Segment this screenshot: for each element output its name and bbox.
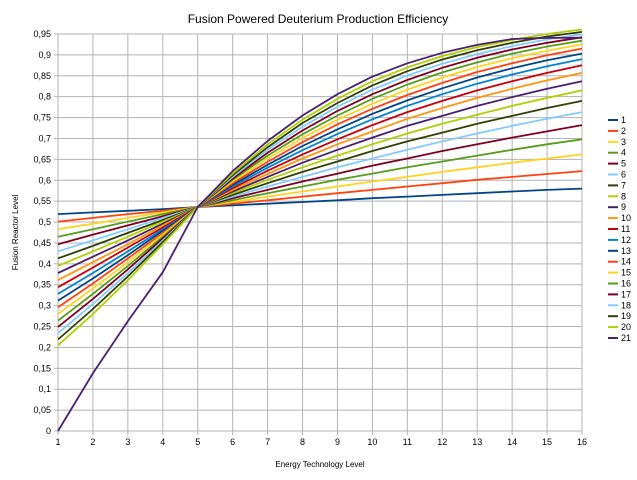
y-tick-label: 0,6 (38, 175, 51, 185)
series-line-10 (57, 72, 583, 281)
y-axis-ticks: 0 0,05 0,1 0,15 0,2 0,25 0,3 0,35 0,4 0,45 0,5 0,55… (33, 29, 58, 436)
legend-label: 8 (621, 191, 626, 201)
x-tick-label: 15 (542, 437, 552, 447)
y-axis-label: Fusion Reactor Level (11, 194, 20, 270)
series-line-3 (57, 153, 583, 231)
legend-label: 6 (621, 170, 626, 180)
y-tick-label: 0,05 (33, 405, 51, 415)
x-tick-label: 3 (125, 437, 130, 447)
series-line-11 (57, 64, 583, 288)
legend-label: 14 (621, 257, 631, 267)
y-tick-label: 0,1 (38, 384, 51, 394)
series-line-12 (57, 58, 583, 295)
y-tick-label: 0,4 (38, 259, 51, 269)
y-tick-label: 0,9 (38, 50, 51, 60)
series-line-7 (57, 100, 583, 260)
series-line-15 (57, 43, 583, 315)
legend-label: 12 (621, 235, 631, 245)
x-tick-label: 11 (403, 437, 412, 447)
x-tick-label: 2 (90, 437, 95, 447)
series-line-6 (57, 111, 583, 253)
series-line-18 (57, 33, 583, 334)
series-line-1 (57, 187, 583, 215)
series-line-2 (57, 170, 583, 223)
legend-label: 2 (621, 126, 626, 136)
series-line-16 (57, 39, 583, 322)
y-tick-label: 0,2 (38, 342, 51, 352)
legend-label: 11 (621, 224, 630, 234)
y-tick-label: 0,95 (33, 29, 51, 39)
y-tick-label: 0,55 (33, 196, 51, 206)
x-tick-label: 10 (367, 437, 377, 447)
legend-label: 17 (621, 289, 631, 299)
y-tick-label: 0,65 (33, 154, 51, 164)
x-tick-label: 6 (230, 437, 235, 447)
y-tick-label: 0,85 (33, 71, 51, 81)
y-tick-label: 0,15 (33, 363, 51, 373)
series-line-8 (57, 89, 583, 267)
series-line-13 (57, 52, 583, 302)
legend-label: 5 (621, 159, 626, 169)
legend-label: 18 (621, 300, 631, 310)
legend-label: 15 (621, 268, 631, 278)
legend-label: 13 (621, 246, 631, 256)
plot-area-frame (57, 33, 583, 432)
series-line-19 (57, 31, 583, 341)
series-line-4 (57, 138, 583, 238)
legend-label: 19 (621, 311, 631, 321)
legend-label: 16 (621, 279, 631, 289)
y-tick-label: 0,5 (38, 217, 51, 227)
series-lines (57, 28, 583, 432)
y-tick-label: 0,75 (33, 113, 51, 123)
series-line-14 (57, 47, 583, 309)
y-tick-label: 0,8 (38, 92, 51, 102)
x-tick-label: 14 (507, 437, 517, 447)
series-line-5 (57, 124, 583, 246)
legend-label: 3 (621, 137, 626, 147)
x-tick-label: 12 (437, 437, 447, 447)
x-tick-label: 1 (55, 437, 60, 447)
legend-label: 21 (621, 333, 631, 343)
chart-grid (57, 33, 583, 432)
x-tick-label: 13 (472, 437, 482, 447)
x-tick-label: 8 (300, 437, 305, 447)
legend-label: 7 (621, 180, 626, 190)
legend-label: 10 (621, 213, 631, 223)
series-line-21 (57, 36, 582, 432)
y-tick-label: 0 (46, 426, 51, 436)
series-line-17 (57, 36, 583, 328)
y-tick-label: 0,25 (33, 322, 51, 332)
series-line-9 (57, 80, 583, 274)
x-tick-label: 4 (160, 437, 165, 447)
legend-label: 9 (621, 202, 626, 212)
x-axis-ticks: 1 2 3 4 5 6 7 8 9 10 11 12 13 14 15 16 (55, 431, 587, 447)
legend-label: 4 (621, 148, 626, 158)
x-tick-label: 5 (195, 437, 200, 447)
y-tick-label: 0,45 (33, 238, 51, 248)
x-tick-label: 7 (265, 437, 270, 447)
legend-label: 1 (621, 115, 626, 125)
y-tick-label: 0,3 (38, 301, 51, 311)
y-tick-label: 0,35 (33, 280, 51, 290)
legend-label: 20 (621, 322, 631, 332)
y-tick-label: 0,7 (38, 133, 51, 143)
x-tick-label: 16 (577, 437, 587, 447)
x-tick-label: 9 (335, 437, 340, 447)
series-line-20 (57, 28, 583, 346)
chart-title: Fusion Powered Deuterium Production Effi… (188, 12, 449, 26)
x-axis-label: Energy Technology Level (275, 460, 364, 469)
